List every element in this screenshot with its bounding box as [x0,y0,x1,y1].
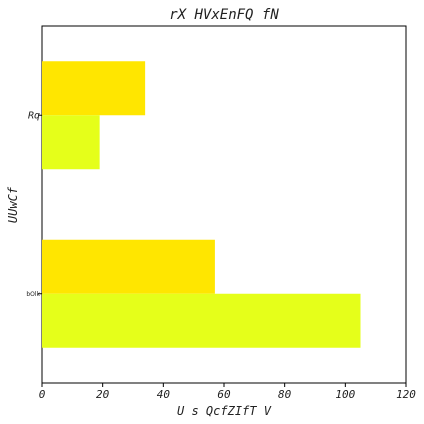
x-axis-label: U s QcfZIfT V [177,404,272,418]
x-tick-label: 0 [39,388,46,401]
bar-rq-series-1 [42,61,146,116]
x-tick-label: 20 [96,388,110,401]
bar-bolk-series-2 [42,293,361,348]
x-tick-label: 120 [396,388,416,401]
y-tick-label: Rq [28,110,40,121]
y-tick-layer: Rq bOlk [26,110,42,298]
y-tick-label: bOlk [26,291,40,298]
bars-layer [42,61,361,348]
y-axis-label: UUwCf [6,186,20,223]
bar-bolk-series-1 [42,239,215,294]
x-tick-layer: 0 20 40 60 80 100 120 [39,383,416,401]
chart-title: rX HVxEnFQ fN [169,7,279,23]
x-tick-label: 60 [217,388,231,401]
x-tick-label: 100 [335,388,355,401]
x-tick-label: 40 [157,388,171,401]
x-tick-label: 80 [278,388,292,401]
bar-rq-series-2 [42,115,100,170]
